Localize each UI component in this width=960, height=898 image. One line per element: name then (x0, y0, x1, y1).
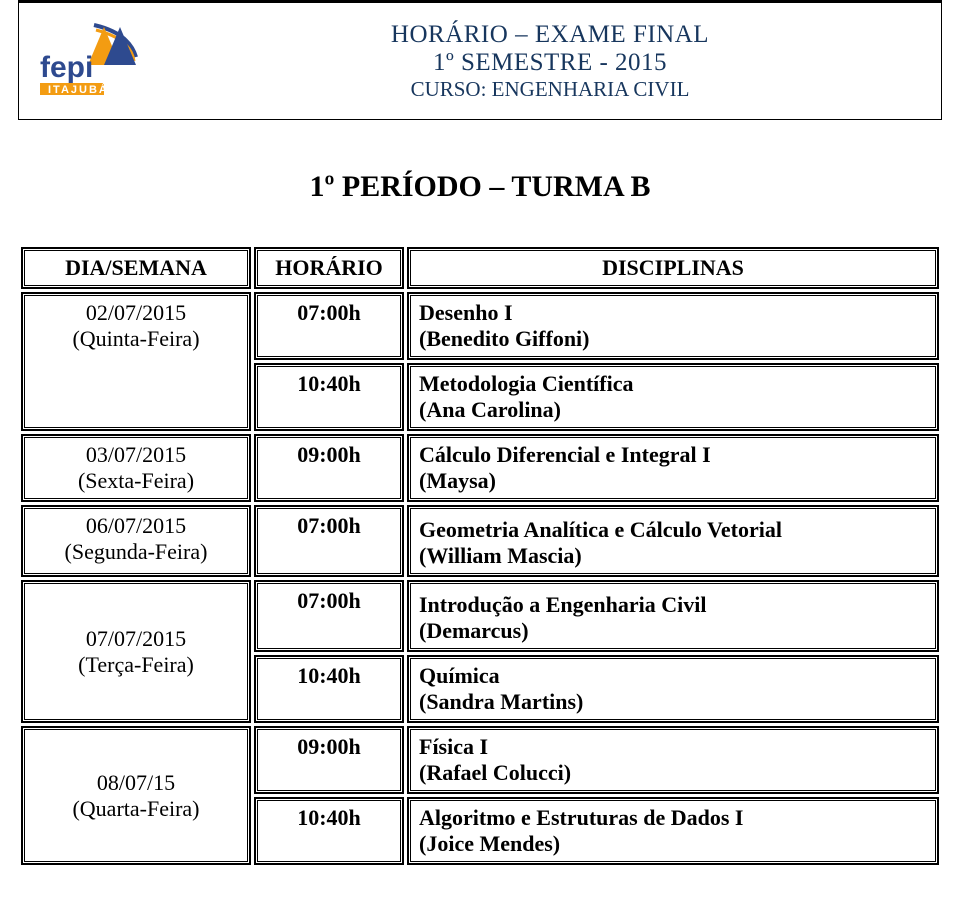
disc-inst: (Benedito Giffoni) (419, 326, 927, 352)
disc-title: Introdução a Engenharia Civil (419, 592, 927, 618)
hour-cell: 07:00h (254, 505, 404, 577)
disc-cell: Desenho I (Benedito Giffoni) (407, 292, 939, 360)
disc-inst: (Demarcus) (419, 618, 927, 644)
disc-cell: Geometria Analítica e Cálculo Vetorial (… (407, 505, 939, 577)
table-header-row: DIA/SEMANA HORÁRIO DISCIPLINAS (21, 247, 939, 289)
day-cell: 03/07/2015 (Sexta-Feira) (21, 434, 251, 502)
dow: (Segunda-Feira) (33, 539, 239, 565)
date: 08/07/15 (33, 770, 239, 796)
table-row: 02/07/2015 (Quinta-Feira) 07:00h Desenho… (21, 292, 939, 360)
disc-inst: (Joice Mendes) (419, 831, 927, 857)
day-cell: 02/07/2015 (Quinta-Feira) (21, 292, 251, 431)
disc-inst: (Ana Carolina) (419, 397, 927, 423)
header-line1: HORÁRIO – EXAME FINAL (391, 21, 709, 49)
date: 07/07/2015 (33, 626, 239, 652)
col-header-hour: HORÁRIO (254, 247, 404, 289)
logo-text: fepi (40, 51, 93, 84)
day-cell: 06/07/2015 (Segunda-Feira) (21, 505, 251, 577)
hour-cell: 07:00h (254, 292, 404, 360)
disc-inst: (Sandra Martins) (419, 689, 927, 715)
day-cell: 07/07/2015 (Terça-Feira) (21, 580, 251, 723)
disc-title: Metodologia Científica (419, 371, 927, 397)
disc-cell: Algoritmo e Estruturas de Dados I (Joice… (407, 797, 939, 865)
header-line2: 1º SEMESTRE - 2015 (433, 49, 667, 77)
disc-inst: (William Mascia) (419, 543, 927, 569)
date: 03/07/2015 (33, 442, 239, 468)
disc-inst: (Maysa) (419, 468, 927, 494)
disc-cell: Física I (Rafael Colucci) (407, 726, 939, 794)
hour-cell: 10:40h (254, 655, 404, 723)
header-titles: HORÁRIO – EXAME FINAL 1º SEMESTRE - 2015… (159, 3, 941, 119)
dow: (Quarta-Feira) (33, 796, 239, 822)
header-band: fepi ITAJUBÁ HORÁRIO – EXAME FINAL 1º SE… (18, 0, 942, 120)
disc-cell: Química (Sandra Martins) (407, 655, 939, 723)
header-line3: CURSO: ENGENHARIA CIVIL (411, 77, 690, 102)
disc-cell: Introdução a Engenharia Civil (Demarcus) (407, 580, 939, 652)
table-row: 03/07/2015 (Sexta-Feira) 09:00h Cálculo … (21, 434, 939, 502)
logo: fepi ITAJUBÁ (19, 3, 159, 119)
dow: (Terça-Feira) (33, 652, 239, 678)
disc-title: Cálculo Diferencial e Integral I (419, 442, 927, 468)
hour-cell: 10:40h (254, 363, 404, 431)
day-cell: 08/07/15 (Quarta-Feira) (21, 726, 251, 865)
disc-title: Desenho I (419, 300, 927, 326)
disc-title: Geometria Analítica e Cálculo Vetorial (419, 517, 927, 543)
dow: (Sexta-Feira) (33, 468, 239, 494)
page: fepi ITAJUBÁ HORÁRIO – EXAME FINAL 1º SE… (0, 0, 960, 898)
disc-title: Algoritmo e Estruturas de Dados I (419, 805, 927, 831)
fepi-logo-icon: fepi ITAJUBÁ (34, 21, 144, 101)
table-row: 07/07/2015 (Terça-Feira) 07:00h Introduç… (21, 580, 939, 652)
date: 06/07/2015 (33, 513, 239, 539)
disc-cell: Metodologia Científica (Ana Carolina) (407, 363, 939, 431)
disc-title: Química (419, 663, 927, 689)
hour-cell: 09:00h (254, 726, 404, 794)
col-header-day: DIA/SEMANA (21, 247, 251, 289)
dow: (Quinta-Feira) (33, 326, 239, 352)
date: 02/07/2015 (33, 300, 239, 326)
period-title: 1º PERÍODO – TURMA B (18, 170, 942, 204)
disc-title: Física I (419, 734, 927, 760)
table-row: 06/07/2015 (Segunda-Feira) 07:00h Geomet… (21, 505, 939, 577)
hour-cell: 09:00h (254, 434, 404, 502)
disc-cell: Cálculo Diferencial e Integral I (Maysa) (407, 434, 939, 502)
table-row: 08/07/15 (Quarta-Feira) 09:00h Física I … (21, 726, 939, 794)
schedule-table: DIA/SEMANA HORÁRIO DISCIPLINAS 02/07/201… (18, 244, 942, 868)
disc-inst: (Rafael Colucci) (419, 760, 927, 786)
logo-subtext: ITAJUBÁ (48, 83, 109, 96)
col-header-disc: DISCIPLINAS (407, 247, 939, 289)
hour-cell: 10:40h (254, 797, 404, 865)
hour-cell: 07:00h (254, 580, 404, 652)
